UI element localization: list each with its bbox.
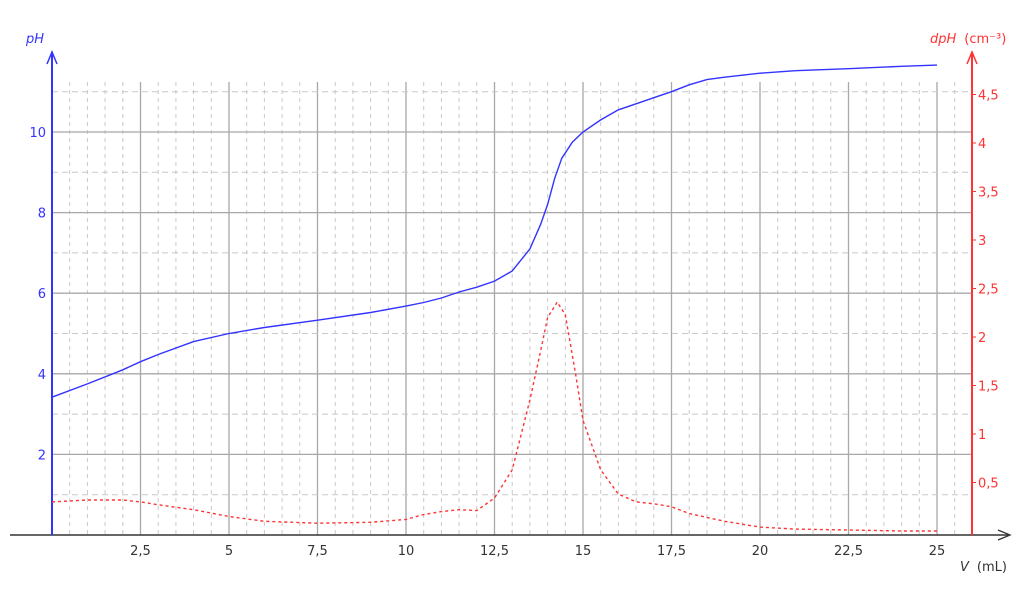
right-y-tick-label: 1 xyxy=(978,428,986,443)
left-y-tick-label: 2 xyxy=(38,448,46,463)
right-y-axis-label: dpH (cm⁻³) xyxy=(930,32,1006,47)
right-y-tick-label: 0,5 xyxy=(978,477,999,492)
x-axis-label: V (mL) xyxy=(960,560,1007,575)
left-y-tick-label: 4 xyxy=(38,368,46,383)
x-tick-label: 12,5 xyxy=(480,544,509,559)
x-tick-label: 25 xyxy=(929,544,946,559)
right-y-tick-label: 3,5 xyxy=(978,186,999,201)
x-tick-label: 17,5 xyxy=(657,544,686,559)
right-axis-arrow-icon xyxy=(966,50,978,65)
ph-curve xyxy=(51,64,938,398)
x-tick-label: 7,5 xyxy=(307,544,328,559)
left-y-tick-label: 8 xyxy=(38,207,46,222)
x-tick-label: 2,5 xyxy=(130,544,151,559)
x-tick-label: 5 xyxy=(225,544,233,559)
right-y-tick-label: 2,5 xyxy=(978,283,999,298)
right-y-tick-label: 4,5 xyxy=(978,89,999,104)
x-axis-arrow-icon xyxy=(997,529,1012,541)
x-tick-label: 22,5 xyxy=(834,544,863,559)
dph-curve xyxy=(51,300,937,532)
right-y-tick-label: 2 xyxy=(978,331,986,346)
x-tick-label: 10 xyxy=(398,544,415,559)
x-tick-label: 20 xyxy=(752,544,769,559)
left-y-axis-label: pH xyxy=(25,32,44,47)
x-tick-label: 15 xyxy=(575,544,592,559)
left-y-tick-label: 6 xyxy=(38,287,46,302)
left-y-tick-label: 10 xyxy=(29,126,46,141)
right-y-tick-label: 3 xyxy=(978,234,986,249)
right-y-tick-label: 4 xyxy=(978,137,986,152)
left-axis-arrow-icon xyxy=(46,50,58,65)
right-y-tick-label: 1,5 xyxy=(978,380,999,395)
